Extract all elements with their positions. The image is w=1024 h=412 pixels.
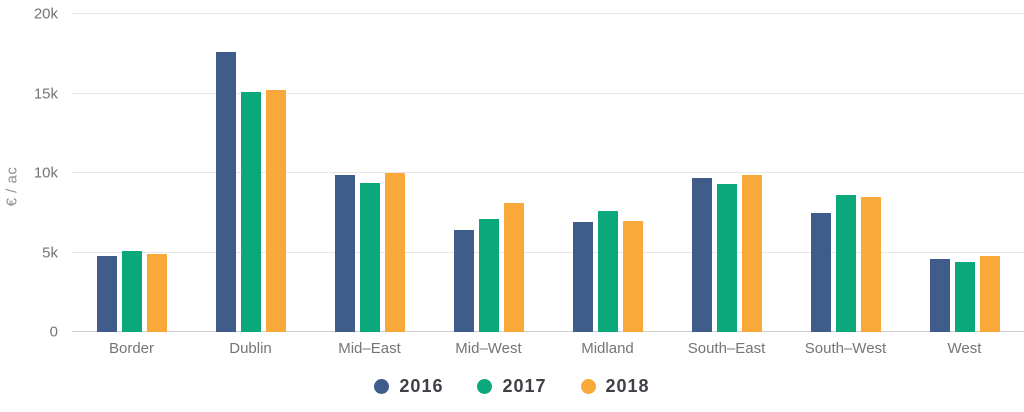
y-tick-label-20k: 20k [33,5,58,23]
bar-west-2017[interactable] [954,262,975,332]
bar-border-2016[interactable] [96,255,117,332]
y-tick-label-15k: 15k [33,85,58,102]
y-tick-label-10k: 10k [33,164,58,182]
bar-mid–west-2016[interactable] [453,230,474,332]
x-label-mid–east: Mid–East [338,340,401,357]
bar-midland-2017[interactable] [597,211,618,332]
legend-dot-icon [477,379,493,394]
gridline-15k [72,92,1024,94]
legend-label: 2017 [502,376,547,396]
bar-south–east-2017[interactable] [716,184,737,332]
legend-item-2016[interactable]: 2016 [374,376,443,397]
bar-mid–west-2018[interactable] [503,203,524,332]
x-label-mid–west: Mid–West [455,340,522,357]
x-label-south–east: South–East [687,340,766,357]
gridline-20k [72,13,1024,14]
x-axis-labels: Border Dublin Mid–East Mid–West Midland South… [72,340,1024,357]
legend-label: 2016 [399,376,444,396]
bar-border-2018[interactable] [146,254,167,332]
bar-south–east-2016[interactable] [691,177,712,332]
bar-border-2017[interactable] [121,250,142,332]
bar-west-2018[interactable] [979,255,1000,332]
bar-mid–west-2017[interactable] [478,219,499,332]
x-label-west: West [947,340,982,357]
bar-dublin-2017[interactable] [240,91,261,332]
y-tick-label-5k: 5k [42,244,58,261]
bar-group-mid–west [429,14,548,332]
legend-item-2017[interactable]: 2017 [477,376,546,397]
legend-dot-icon [374,379,390,394]
bar-mid–east-2016[interactable] [334,174,355,332]
plot-area [72,13,1024,332]
gridline-5k [72,251,1024,253]
x-label-dublin: Dublin [229,340,272,357]
bar-dublin-2016[interactable] [215,52,236,332]
bar-south–west-2018[interactable] [860,196,881,332]
x-label-border: Border [108,340,155,357]
legend-dot-icon [580,379,596,394]
bar-mid–east-2018[interactable] [384,173,405,332]
bar-dublin-2018[interactable] [265,90,286,332]
legend-label: 2018 [605,376,650,396]
x-label-south–west: South–West [804,340,887,357]
bar-midland-2018[interactable] [622,220,643,332]
bar-south–east-2018[interactable] [741,174,762,332]
bar-group-west [905,14,1024,332]
bar-west-2016[interactable] [929,258,950,332]
x-axis-line [72,331,1024,332]
bar-mid–east-2017[interactable] [359,182,380,332]
y-tick-label-0: 0 [49,323,58,341]
bar-group-midland [548,14,667,332]
y-axis-tick-labels: 0 5k 10k 15k 20k [0,6,58,341]
chart-legend: 2016 2017 2018 [0,376,1024,397]
gridline-10k [72,172,1024,173]
bar-south–west-2017[interactable] [835,195,856,332]
legend-item-2018[interactable]: 2018 [580,376,650,397]
bars-layer [72,14,1024,332]
bar-group-border [72,14,191,332]
bar-group-dublin [191,14,310,332]
bar-south–west-2016[interactable] [810,212,831,332]
bar-group-mid–east [310,14,429,332]
bar-group-south–east [667,14,786,332]
bar-midland-2016[interactable] [572,222,593,332]
bar-group-south–west [786,14,905,332]
x-label-midland: Midland [581,340,634,357]
